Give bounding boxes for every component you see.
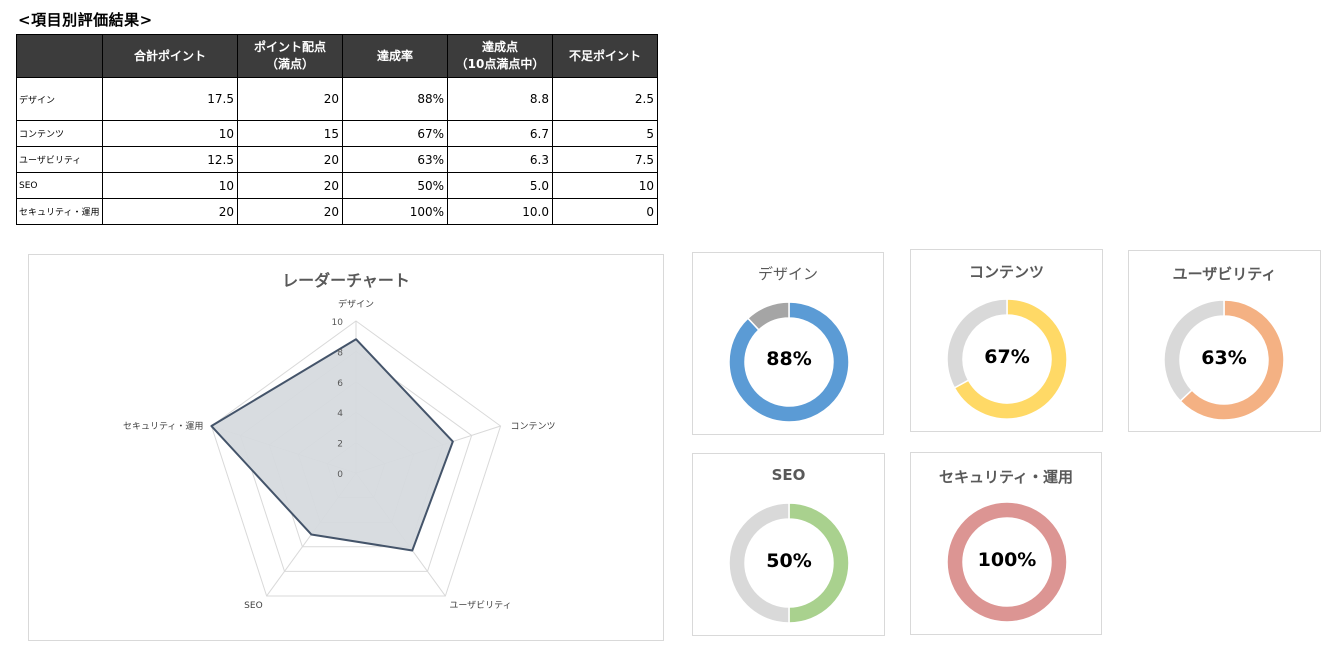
donut-slice: [746, 301, 790, 331]
row-label: デザイン: [16, 77, 103, 121]
donut-slice: [728, 301, 850, 423]
radar-category-label: コンテンツ: [511, 421, 556, 432]
radar-category-label: SEO: [244, 601, 262, 611]
radar-category-label: セキュリティ・運用: [123, 421, 203, 432]
column-header: 合計ポイント: [102, 34, 238, 78]
donut-chart-security: [946, 501, 1068, 623]
donut-value-contents: 67%: [984, 346, 1030, 368]
donut-chart-seo: [728, 502, 850, 624]
donut-slice: [946, 298, 1008, 389]
row-label: SEO: [16, 172, 103, 199]
row-label: ユーザビリティ: [16, 146, 103, 173]
donut-panel-seo: SEO 50%: [692, 453, 885, 636]
row-label: コンテンツ: [16, 120, 103, 147]
score-cell: 10.0: [447, 198, 553, 225]
score-cell: 6.7: [447, 120, 553, 147]
donut-title-seo: SEO: [771, 466, 806, 484]
score-cell: 5.0: [447, 172, 553, 199]
total-points-cell: 10: [102, 172, 238, 199]
radar-grid-ring: [210, 320, 502, 597]
radar-tick-label: 6: [337, 379, 343, 389]
donut-title-design: デザイン: [757, 265, 818, 283]
column-header: 達成点 （10点満点中）: [447, 34, 553, 78]
table-row: コンテンツ 10 15 67% 6.7 5: [16, 120, 658, 147]
max-points-cell: 20: [237, 172, 343, 199]
donut-slice: [953, 298, 1068, 420]
donut-panel-security: セキュリティ・運用 100%: [910, 452, 1102, 635]
donut-slice: [1163, 299, 1225, 403]
total-points-cell: 12.5: [102, 146, 238, 173]
radar-category-label: ユーザビリティ: [449, 600, 511, 611]
donut-slice: [946, 501, 1068, 623]
rate-cell: 67%: [342, 120, 448, 147]
column-header: [16, 34, 103, 78]
total-points-cell: 20: [102, 198, 238, 225]
radar-tick-label: 2: [337, 440, 343, 450]
table-row: ユーザビリティ 12.5 20 63% 6.3 7.5: [16, 146, 658, 173]
table-row: デザイン 17.5 20 88% 8.8 2.5: [16, 77, 658, 121]
shortfall-cell: 7.5: [552, 146, 658, 173]
score-cell: 8.8: [447, 77, 553, 121]
shortfall-cell: 2.5: [552, 77, 658, 121]
max-points-cell: 20: [237, 198, 343, 225]
donut-value-security: 100%: [977, 549, 1037, 571]
table-header-row: 合計ポイント ポイント配点 （満点） 達成率 達成点 （10点満点中） 不足ポイント: [16, 34, 658, 78]
max-points-cell: 20: [237, 77, 343, 121]
max-points-cell: 15: [237, 120, 343, 147]
max-points-cell: 20: [237, 146, 343, 173]
total-points-cell: 17.5: [102, 77, 238, 121]
radar-series-area: [210, 338, 454, 552]
donut-title-security: セキュリティ・運用: [938, 468, 1074, 486]
radar-tick-label: 4: [337, 409, 343, 419]
radar-chart-panel: レーダーチャート 0 2 4 6 8 10 デザインコンテンツユーザビリティ SEO セキュリテ…: [28, 254, 664, 641]
table-row: SEO 10 20 50% 5.0 10: [16, 172, 658, 199]
rate-cell: 50%: [342, 172, 448, 199]
donut-chart-design: [728, 301, 850, 423]
donut-panel-contents: コンテンツ 67%: [910, 249, 1103, 432]
rate-cell: 63%: [342, 146, 448, 173]
row-label: セキュリティ・運用: [16, 198, 103, 225]
donut-title-contents: コンテンツ: [968, 263, 1044, 281]
radar-tick-label: 10: [332, 318, 344, 328]
donut-panel-usability: ユーザビリティ 63%: [1128, 250, 1321, 432]
table-row: セキュリティ・運用 20 20 100% 10.0 0: [16, 198, 658, 225]
column-header: 達成率: [342, 34, 448, 78]
radar-chart-title: レーダーチャート: [282, 271, 410, 290]
donut-value-design: 88%: [766, 348, 812, 370]
column-header: 不足ポイント: [552, 34, 658, 78]
score-cell: 6.3: [447, 146, 553, 173]
donut-slice: [1179, 299, 1285, 421]
shortfall-cell: 0: [552, 198, 658, 225]
donut-chart-usability: [1163, 299, 1285, 421]
radar-category-label: デザイン: [338, 298, 374, 310]
donut-panel-design: デザイン 88%: [692, 252, 884, 435]
donut-value-seo: 50%: [766, 550, 812, 572]
total-points-cell: 10: [102, 120, 238, 147]
donut-chart-contents: [946, 298, 1068, 420]
shortfall-cell: 5: [552, 120, 658, 147]
donut-value-usability: 63%: [1201, 347, 1247, 369]
shortfall-cell: 10: [552, 172, 658, 199]
donut-title-usability: ユーザビリティ: [1172, 265, 1277, 283]
donut-slice: [728, 502, 790, 624]
results-table: 合計ポイント ポイント配点 （満点） 達成率 達成点 （10点満点中） 不足ポイント…: [16, 34, 658, 225]
radar-tick-label: 8: [337, 348, 343, 358]
rate-cell: 88%: [342, 77, 448, 121]
section-heading: <項目別評価結果>: [18, 11, 153, 29]
radar-tick-label: 0: [337, 470, 343, 480]
rate-cell: 100%: [342, 198, 448, 225]
column-header: ポイント配点 （満点）: [237, 34, 343, 78]
